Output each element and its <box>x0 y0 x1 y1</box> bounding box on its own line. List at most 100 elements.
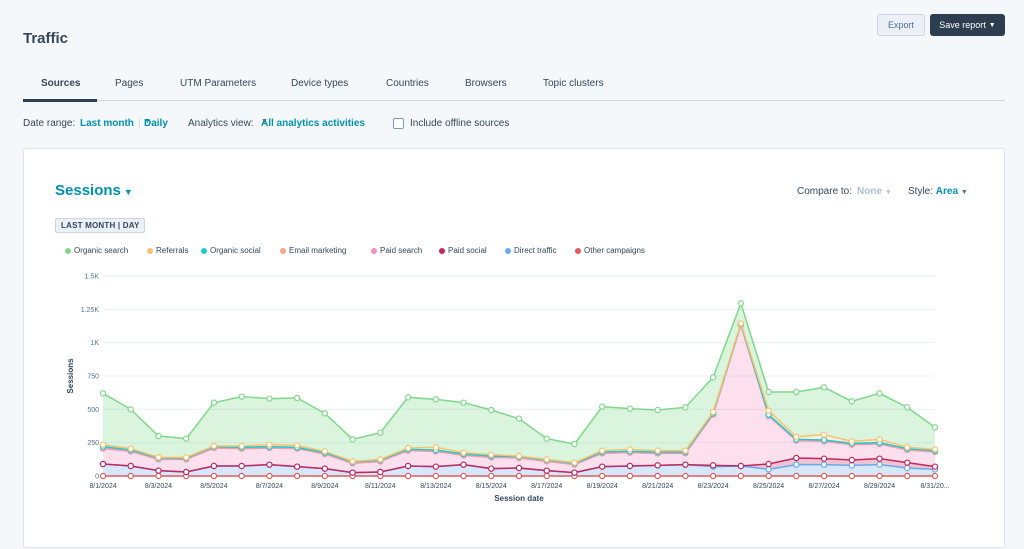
point-referrals <box>182 454 190 461</box>
point-paid-social <box>127 462 134 470</box>
legend-item[interactable]: Referrals <box>147 246 188 255</box>
legend-item[interactable]: Direct traffic <box>505 246 557 255</box>
point-referrals <box>709 408 717 416</box>
point-paid-social <box>210 462 218 470</box>
tab-utm-parameters[interactable]: UTM Parameters <box>180 78 256 89</box>
include-offline-label: Include offline sources <box>410 118 510 129</box>
date-range-dropdown[interactable]: Last month <box>80 118 134 129</box>
point-other-campaigns <box>404 472 412 480</box>
point-paid-social <box>904 459 911 466</box>
x-tick-label: 8/29/2024 <box>864 483 895 490</box>
tab-label: Device types <box>291 78 349 89</box>
point-organic-search <box>515 415 523 422</box>
x-tick-label: 8/31/20... <box>920 483 949 490</box>
chevron-down-icon: ▼ <box>261 118 268 125</box>
legend-item[interactable]: Organic search <box>65 246 128 255</box>
point-organic-search <box>793 388 800 396</box>
legend-swatch <box>371 247 377 254</box>
export-button[interactable]: Export <box>877 14 925 36</box>
save-report-label: Save report <box>939 20 986 30</box>
point-organic-search <box>266 395 273 402</box>
legend-swatch <box>439 247 445 254</box>
x-tick-label: 8/17/2024 <box>531 483 562 490</box>
compare-control: Compare to: None ▼ <box>797 186 892 197</box>
tab-countries[interactable]: Countries <box>386 78 429 89</box>
legend-swatch <box>65 247 71 254</box>
point-paid-social <box>626 462 634 470</box>
tab-pages[interactable]: Pages <box>115 78 143 89</box>
point-direct-traffic <box>793 461 800 468</box>
point-other-campaigns <box>654 472 661 480</box>
point-referrals <box>626 446 634 453</box>
analytics-view-value: All analytics activities <box>261 118 365 129</box>
metric-dropdown[interactable]: Sessions ▼ <box>55 182 133 199</box>
legend-swatch <box>505 247 511 254</box>
tab-device-types[interactable]: Device types <box>291 78 348 89</box>
point-other-campaigns <box>765 472 772 480</box>
point-referrals <box>293 442 301 449</box>
compare-value: None <box>857 186 883 197</box>
legend-swatch <box>147 247 153 254</box>
point-other-campaigns <box>848 472 856 480</box>
point-paid-social <box>848 456 856 464</box>
chevron-down-icon: ▼ <box>123 187 133 197</box>
point-other-campaigns <box>155 472 162 480</box>
tab-topic-clusters[interactable]: Topic clusters <box>543 78 604 89</box>
legend-label: Direct traffic <box>514 246 557 255</box>
point-other-campaigns <box>210 472 218 480</box>
point-other-campaigns <box>432 472 439 480</box>
legend-item[interactable]: Other campaigns <box>575 246 645 255</box>
point-organic-search <box>404 394 412 401</box>
point-referrals <box>515 452 523 460</box>
point-other-campaigns <box>876 472 883 480</box>
point-paid-social <box>432 463 439 470</box>
point-paid-social <box>876 455 883 462</box>
compare-dropdown[interactable]: None ▼ <box>857 186 892 197</box>
include-offline-checkbox[interactable] <box>393 118 404 129</box>
chevron-down-icon: ▼ <box>144 118 151 125</box>
point-referrals <box>488 451 495 458</box>
y-tick-label: 1.25K <box>81 307 100 314</box>
point-paid-social <box>349 469 356 476</box>
point-referrals <box>155 454 162 461</box>
date-range-label: Date range: <box>23 118 76 129</box>
point-other-campaigns <box>488 472 495 480</box>
tab-label: Sources <box>41 78 81 89</box>
x-tick-label: 8/25/2024 <box>753 483 784 490</box>
legend-item[interactable]: Email marketing <box>280 246 346 255</box>
tab-sources[interactable]: Sources <box>41 78 80 89</box>
point-other-campaigns <box>904 472 911 480</box>
point-organic-search <box>321 410 329 417</box>
point-organic-search <box>820 384 828 391</box>
point-organic-search <box>904 404 911 411</box>
point-direct-traffic <box>848 462 856 469</box>
point-paid-social <box>460 461 467 468</box>
point-other-campaigns <box>127 472 134 480</box>
point-referrals <box>349 458 356 465</box>
point-direct-traffic <box>876 461 883 468</box>
style-control: Style: Area ▼ <box>908 186 968 197</box>
tab-browsers[interactable]: Browsers <box>465 78 507 89</box>
point-paid-social <box>238 462 245 470</box>
frequency-value: Daily <box>144 118 168 129</box>
legend-label: Organic social <box>210 246 261 255</box>
save-report-button[interactable]: Save report ▼ <box>930 14 1005 36</box>
y-tick-label: 250 <box>87 440 99 447</box>
legend-item[interactable]: Paid social <box>439 246 487 255</box>
style-dropdown[interactable]: Area ▼ <box>936 186 968 197</box>
point-other-campaigns <box>321 472 329 480</box>
x-tick-label: 8/3/2024 <box>145 483 172 490</box>
point-referrals <box>210 442 218 450</box>
divider: | <box>138 118 141 129</box>
point-paid-social <box>488 465 495 472</box>
point-organic-search <box>599 403 606 410</box>
chart-card: Sessions ▼ Compare to: None ▼ Style: Area … <box>23 148 1005 548</box>
x-tick-label: 8/15/2024 <box>476 483 507 490</box>
legend-item[interactable]: Organic social <box>201 246 261 255</box>
point-paid-social <box>709 462 717 469</box>
point-other-campaigns <box>820 472 828 480</box>
tab-label: Browsers <box>465 78 507 89</box>
legend-item[interactable]: Paid search <box>371 246 422 255</box>
x-tick-label: 8/23/2024 <box>698 483 729 490</box>
point-other-campaigns <box>99 472 107 480</box>
